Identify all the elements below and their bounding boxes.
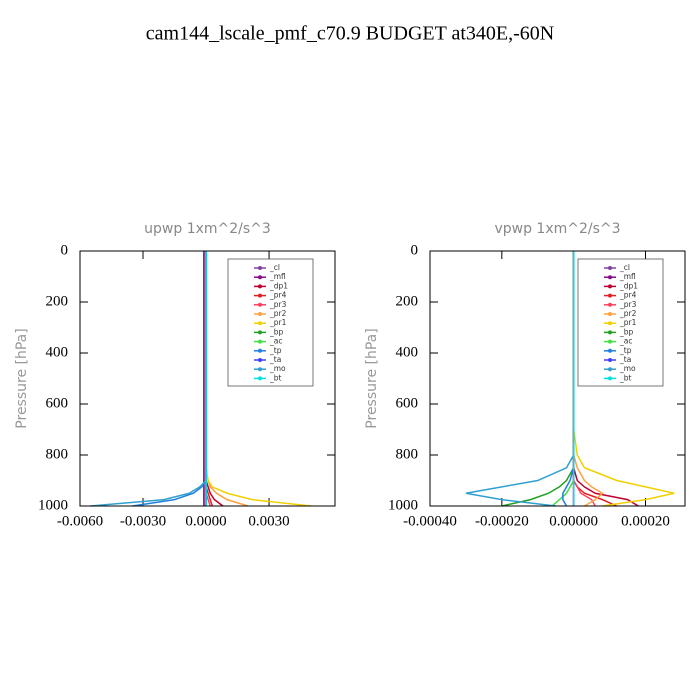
y-tick-label: 400 — [46, 344, 69, 360]
y-tick-label: 600 — [396, 395, 419, 411]
legend-label: _mo — [269, 364, 286, 373]
x-tick-label: 0.0030 — [248, 513, 289, 529]
profile-line — [501, 251, 575, 507]
legend-label: _dp1 — [269, 281, 288, 290]
legend-marker — [258, 376, 262, 381]
legend-label: _ac — [619, 337, 632, 346]
y-tick-label: 1000 — [388, 497, 418, 513]
legend-marker — [258, 330, 262, 335]
legend-box — [227, 258, 314, 387]
legend-label: _mo — [619, 364, 636, 373]
x-tick-label: -0.0030 — [120, 513, 166, 529]
legend-label: _pr2 — [269, 309, 287, 318]
legend-marker — [258, 348, 262, 353]
legend-marker — [258, 266, 262, 270]
legend-label: _tp — [269, 346, 282, 355]
x-tick-label: 0.00020 — [621, 513, 670, 529]
legend-marker — [258, 312, 262, 316]
legend-label: _ta — [619, 355, 631, 364]
legend-marker — [258, 293, 262, 298]
profile-line — [562, 251, 575, 507]
y-tick-label: 200 — [396, 293, 419, 309]
legend-label: _ac — [269, 337, 282, 346]
profile-line — [205, 251, 214, 507]
legend-marker — [608, 275, 612, 280]
legend-label: _bt — [619, 373, 632, 382]
legend-marker — [258, 339, 262, 344]
legend-marker — [608, 302, 612, 307]
legend-label: _mfl — [619, 272, 636, 281]
y-tick-label: 800 — [396, 446, 419, 462]
y-tick-label: 1000 — [38, 497, 68, 513]
page-title: cam144_lscale_pmf_c70.9 BUDGET at340E,-6… — [146, 23, 554, 45]
legend-marker — [258, 367, 262, 372]
legend-label: _pr2 — [619, 309, 637, 318]
profile-line — [551, 251, 575, 507]
legend-marker — [608, 339, 612, 344]
y-tick-label: 0 — [411, 242, 419, 258]
legend-marker — [258, 284, 262, 289]
x-tick-label: -0.00020 — [475, 513, 529, 529]
profile-line — [132, 251, 207, 507]
plot-frame — [79, 250, 336, 507]
legend-label: _pr1 — [619, 318, 637, 327]
y-tick-label: 800 — [46, 446, 69, 462]
legend-marker — [608, 358, 612, 362]
legend-marker — [608, 367, 612, 372]
legend-label: _pr4 — [269, 291, 287, 300]
legend-label: _bp — [619, 327, 634, 336]
y-tick-label: 200 — [46, 293, 69, 309]
legend-marker — [608, 330, 612, 335]
legend-label: _pr3 — [269, 300, 287, 309]
x-tick-label: 0.00000 — [549, 513, 598, 529]
plot-frame — [429, 250, 686, 507]
x-tick-label: 0.0000 — [185, 513, 226, 529]
legend-marker — [258, 275, 262, 280]
legend-label: _pr1 — [269, 318, 287, 327]
legend-label: _ta — [269, 355, 281, 364]
legend-label: _mfl — [269, 272, 286, 281]
y-axis-label: Pressure [hPa] — [364, 328, 380, 428]
legend-marker — [608, 312, 612, 316]
legend-box — [577, 258, 664, 387]
legend-label: _cl — [269, 263, 280, 272]
legend-marker — [608, 284, 612, 289]
x-tick-label: -0.00040 — [403, 513, 457, 529]
legend-marker — [258, 321, 262, 326]
legend-label: _cl — [619, 263, 630, 272]
legend-marker — [258, 302, 262, 307]
y-axis-label: Pressure [hPa] — [14, 328, 30, 428]
legend-label: _bt — [269, 373, 282, 382]
legend-marker — [608, 293, 612, 298]
legend-marker — [608, 376, 612, 381]
plot-title: vpwp 1xm^2/s^3 — [494, 221, 620, 237]
legend-marker — [258, 358, 262, 362]
profile-line — [205, 251, 224, 507]
plot-title: upwp 1xm^2/s^3 — [144, 221, 271, 237]
profile-line — [90, 251, 207, 507]
y-tick-label: 600 — [46, 395, 69, 411]
legend-marker — [608, 321, 612, 326]
legend-label: _pr3 — [619, 300, 637, 309]
y-tick-label: 400 — [396, 344, 419, 360]
profile-line — [465, 251, 575, 507]
legend-label: _tp — [619, 346, 632, 355]
legend-label: _pr4 — [619, 291, 637, 300]
legend-label: _dp1 — [619, 281, 638, 290]
y-tick-label: 0 — [61, 242, 69, 258]
x-tick-label: -0.0060 — [57, 513, 103, 529]
legend-marker — [608, 266, 612, 270]
legend-marker — [608, 348, 612, 353]
legend-label: _bp — [269, 327, 284, 336]
